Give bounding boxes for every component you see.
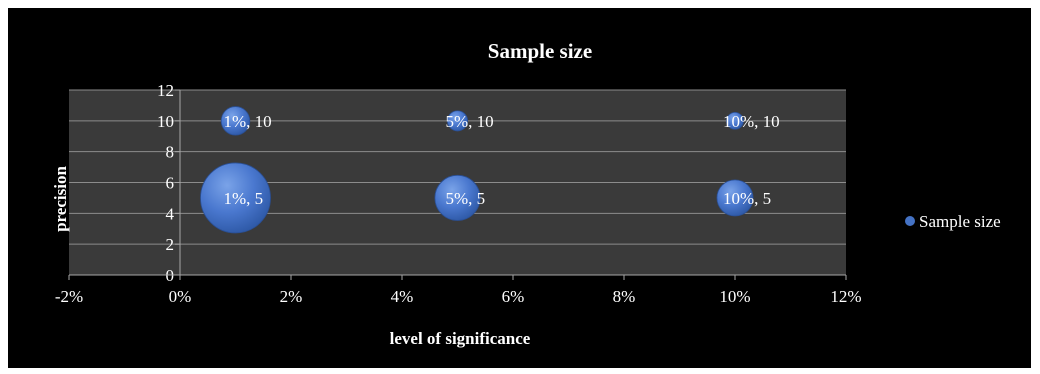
bubble — [716, 179, 754, 217]
bubble — [726, 111, 744, 130]
chart-title: Sample size — [488, 39, 592, 63]
x-tick-label: 6% — [502, 287, 525, 306]
x-tick-label: 0% — [169, 287, 192, 306]
bubble — [220, 106, 251, 136]
x-axis-title: level of significance — [390, 329, 531, 348]
data-labels: 1%, 10 5%, 10 10%, 10 1%, 5 5%, 5 10%, 5 — [224, 112, 780, 208]
y-tick-label: 12 — [157, 81, 174, 100]
legend-marker — [905, 216, 915, 226]
y-tick-label: 4 — [166, 204, 175, 223]
data-label: 10%, 5 — [723, 189, 771, 208]
x-tick-label: 8% — [613, 287, 636, 306]
x-tick-label: 10% — [719, 287, 750, 306]
data-label: 5%, 10 — [446, 112, 494, 131]
bubble — [434, 174, 481, 221]
x-tick-label: 2% — [280, 287, 303, 306]
legend: Sample size — [905, 212, 1001, 231]
chart-area: Sample size 0 2 4 6 8 10 12 -2% 0% 2% 4% 6% 8% 10% 12%… — [8, 8, 1031, 368]
x-tick-label: 12% — [830, 287, 861, 306]
y-tick-label: 2 — [166, 235, 175, 254]
data-label: 5%, 5 — [446, 189, 486, 208]
data-label: 1%, 5 — [224, 189, 264, 208]
x-tick-label: 4% — [391, 287, 414, 306]
y-tick-label: 8 — [166, 143, 175, 162]
y-tick-label: 6 — [166, 174, 175, 193]
legend-label: Sample size — [919, 212, 1001, 231]
data-label: 1%, 10 — [224, 112, 272, 131]
bubble-series — [200, 106, 754, 234]
bubble — [446, 110, 469, 132]
y-tick-label: 10 — [157, 112, 174, 131]
data-label: 10%, 10 — [723, 112, 780, 131]
y-axis-title: precision — [51, 166, 70, 232]
bubble — [200, 162, 271, 234]
x-tick-label: -2% — [55, 287, 83, 306]
